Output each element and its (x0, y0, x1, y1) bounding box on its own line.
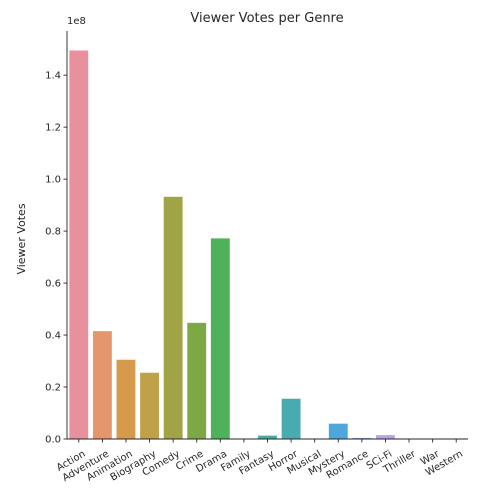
bar-horror (281, 398, 301, 439)
bar-adventure (92, 331, 112, 439)
bar-action (69, 50, 89, 440)
y-tick-label: 1.2 (45, 123, 61, 134)
y-tick-label: 0.4 (45, 331, 61, 342)
bar-sci-fi (376, 435, 395, 439)
y-axis-title: Viewer Votes (15, 203, 28, 274)
bar-fantasy (258, 435, 277, 439)
bar-biography (140, 372, 159, 439)
chart-title: Viewer Votes per Genre (190, 11, 343, 26)
bar-crime (187, 322, 207, 439)
bar-comedy (163, 196, 183, 439)
bars (69, 50, 395, 440)
y-tick-label: 1.0 (45, 175, 61, 186)
y-tick-label: 0.0 (45, 435, 61, 446)
y-offset-text: 1e8 (67, 16, 86, 27)
y-tick-label: 0.6 (45, 279, 61, 290)
bar-animation (116, 359, 136, 439)
bar-mystery (328, 423, 348, 439)
x-axis-ticks: ActionAdventureAnimationBiographyComedyC… (55, 439, 465, 484)
y-tick-label: 0.2 (45, 383, 61, 394)
bar-drama (210, 238, 230, 439)
y-axis-ticks: 0.0 0.2 0.4 0.6 0.8 1.0 1.2 1.4 (45, 71, 67, 446)
y-tick-label: 0.8 (45, 227, 61, 238)
bar-romance (352, 437, 372, 439)
y-tick-label: 1.4 (45, 71, 61, 82)
